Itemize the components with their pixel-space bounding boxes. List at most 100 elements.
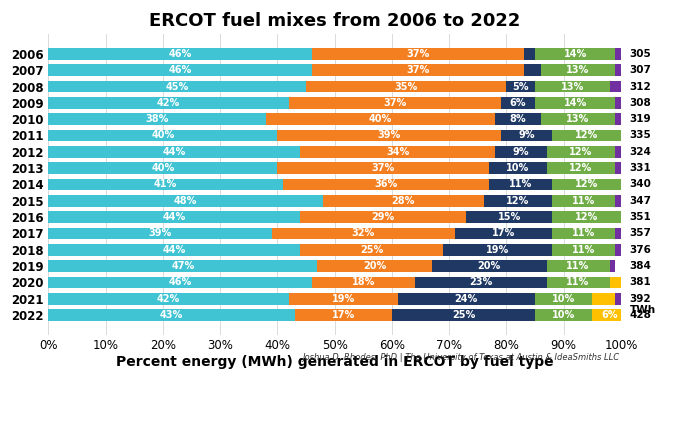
Text: 11%: 11% bbox=[572, 196, 595, 206]
Text: 46%: 46% bbox=[168, 49, 192, 59]
Bar bbox=[48, 64, 312, 76]
Text: 12%: 12% bbox=[506, 196, 529, 206]
Bar bbox=[484, 195, 552, 207]
Text: 47%: 47% bbox=[171, 261, 195, 271]
Text: 42%: 42% bbox=[157, 294, 180, 304]
Text: 351: 351 bbox=[629, 212, 651, 222]
Bar bbox=[489, 162, 546, 174]
Text: 24%: 24% bbox=[455, 294, 478, 304]
Text: 46%: 46% bbox=[168, 278, 192, 287]
Bar bbox=[295, 309, 392, 321]
Bar bbox=[317, 260, 432, 272]
Text: 20%: 20% bbox=[363, 261, 386, 271]
Text: 36%: 36% bbox=[375, 179, 398, 190]
Text: 48%: 48% bbox=[174, 196, 197, 206]
Bar bbox=[489, 178, 552, 190]
Text: 17%: 17% bbox=[492, 229, 515, 239]
Text: Joshua D. Rhodes, PhD | The University of Texas at Austin & IdeaSmiths LLC: Joshua D. Rhodes, PhD | The University o… bbox=[302, 353, 619, 362]
Bar bbox=[466, 211, 552, 223]
Text: 40%: 40% bbox=[369, 114, 392, 124]
Bar bbox=[272, 227, 455, 239]
Bar bbox=[615, 244, 621, 256]
Bar bbox=[48, 162, 277, 174]
Text: 43%: 43% bbox=[160, 310, 183, 320]
Text: 340: 340 bbox=[629, 179, 651, 190]
Title: ERCOT fuel mixes from 2006 to 2022: ERCOT fuel mixes from 2006 to 2022 bbox=[149, 12, 520, 30]
Text: 45%: 45% bbox=[166, 82, 189, 91]
Bar bbox=[546, 260, 609, 272]
Bar bbox=[552, 178, 621, 190]
Text: 35%: 35% bbox=[395, 82, 418, 91]
Bar bbox=[300, 244, 444, 256]
Bar bbox=[277, 130, 501, 142]
Text: 28%: 28% bbox=[392, 196, 415, 206]
Text: 14%: 14% bbox=[564, 49, 586, 59]
Bar bbox=[48, 48, 312, 60]
Bar bbox=[535, 309, 593, 321]
Text: 37%: 37% bbox=[406, 65, 429, 75]
Bar bbox=[48, 130, 277, 142]
Bar bbox=[501, 130, 552, 142]
Bar bbox=[312, 48, 524, 60]
Bar bbox=[524, 64, 541, 76]
Text: 6%: 6% bbox=[510, 98, 526, 108]
Text: 15%: 15% bbox=[497, 212, 521, 222]
Legend: Natural Gas, Coal, Wind, Nuclear, Solar, Other: Natural Gas, Coal, Wind, Nuclear, Solar,… bbox=[99, 425, 524, 429]
Text: 39%: 39% bbox=[377, 130, 401, 140]
Bar bbox=[593, 309, 627, 321]
Bar bbox=[501, 97, 535, 109]
Bar bbox=[48, 277, 312, 288]
Text: 319: 319 bbox=[629, 114, 651, 124]
Text: 11%: 11% bbox=[509, 179, 533, 190]
Text: 335: 335 bbox=[629, 130, 651, 140]
Text: 13%: 13% bbox=[566, 65, 590, 75]
Bar bbox=[300, 211, 466, 223]
Text: TWh: TWh bbox=[629, 305, 655, 315]
Bar bbox=[277, 162, 489, 174]
Text: 25%: 25% bbox=[360, 245, 384, 255]
Bar bbox=[621, 178, 627, 190]
Bar bbox=[300, 146, 495, 158]
Bar bbox=[609, 260, 615, 272]
Bar bbox=[535, 97, 615, 109]
Bar bbox=[289, 293, 397, 305]
Bar bbox=[48, 227, 272, 239]
Bar bbox=[609, 81, 621, 92]
Text: 14%: 14% bbox=[564, 98, 586, 108]
Text: 46%: 46% bbox=[168, 65, 192, 75]
Text: 37%: 37% bbox=[406, 49, 429, 59]
Text: 12%: 12% bbox=[575, 212, 598, 222]
Text: 23%: 23% bbox=[469, 278, 492, 287]
Text: 347: 347 bbox=[629, 196, 651, 206]
Text: 20%: 20% bbox=[477, 261, 501, 271]
Text: 8%: 8% bbox=[510, 114, 526, 124]
Text: 10%: 10% bbox=[552, 310, 575, 320]
Text: 11%: 11% bbox=[572, 229, 595, 239]
Text: 312: 312 bbox=[629, 82, 651, 91]
Text: 392: 392 bbox=[629, 294, 651, 304]
Text: 37%: 37% bbox=[383, 98, 406, 108]
Bar bbox=[546, 277, 609, 288]
Bar bbox=[535, 48, 615, 60]
Text: 376: 376 bbox=[629, 245, 651, 255]
Bar bbox=[621, 277, 627, 288]
Bar bbox=[48, 260, 317, 272]
Bar bbox=[397, 293, 535, 305]
Bar bbox=[312, 277, 415, 288]
Bar bbox=[48, 244, 300, 256]
Bar bbox=[552, 195, 615, 207]
Bar bbox=[495, 146, 546, 158]
Text: 32%: 32% bbox=[352, 229, 375, 239]
Bar bbox=[552, 244, 615, 256]
Bar bbox=[621, 211, 627, 223]
Bar bbox=[609, 277, 621, 288]
X-axis label: Percent energy (MWh) generated in ERCOT by fuel type: Percent energy (MWh) generated in ERCOT … bbox=[116, 355, 553, 369]
Bar bbox=[524, 48, 535, 60]
Bar bbox=[48, 309, 295, 321]
Bar bbox=[593, 293, 615, 305]
Bar bbox=[541, 113, 615, 125]
Text: 357: 357 bbox=[629, 229, 651, 239]
Text: 38%: 38% bbox=[146, 114, 169, 124]
Bar bbox=[621, 130, 627, 142]
Bar bbox=[546, 162, 615, 174]
